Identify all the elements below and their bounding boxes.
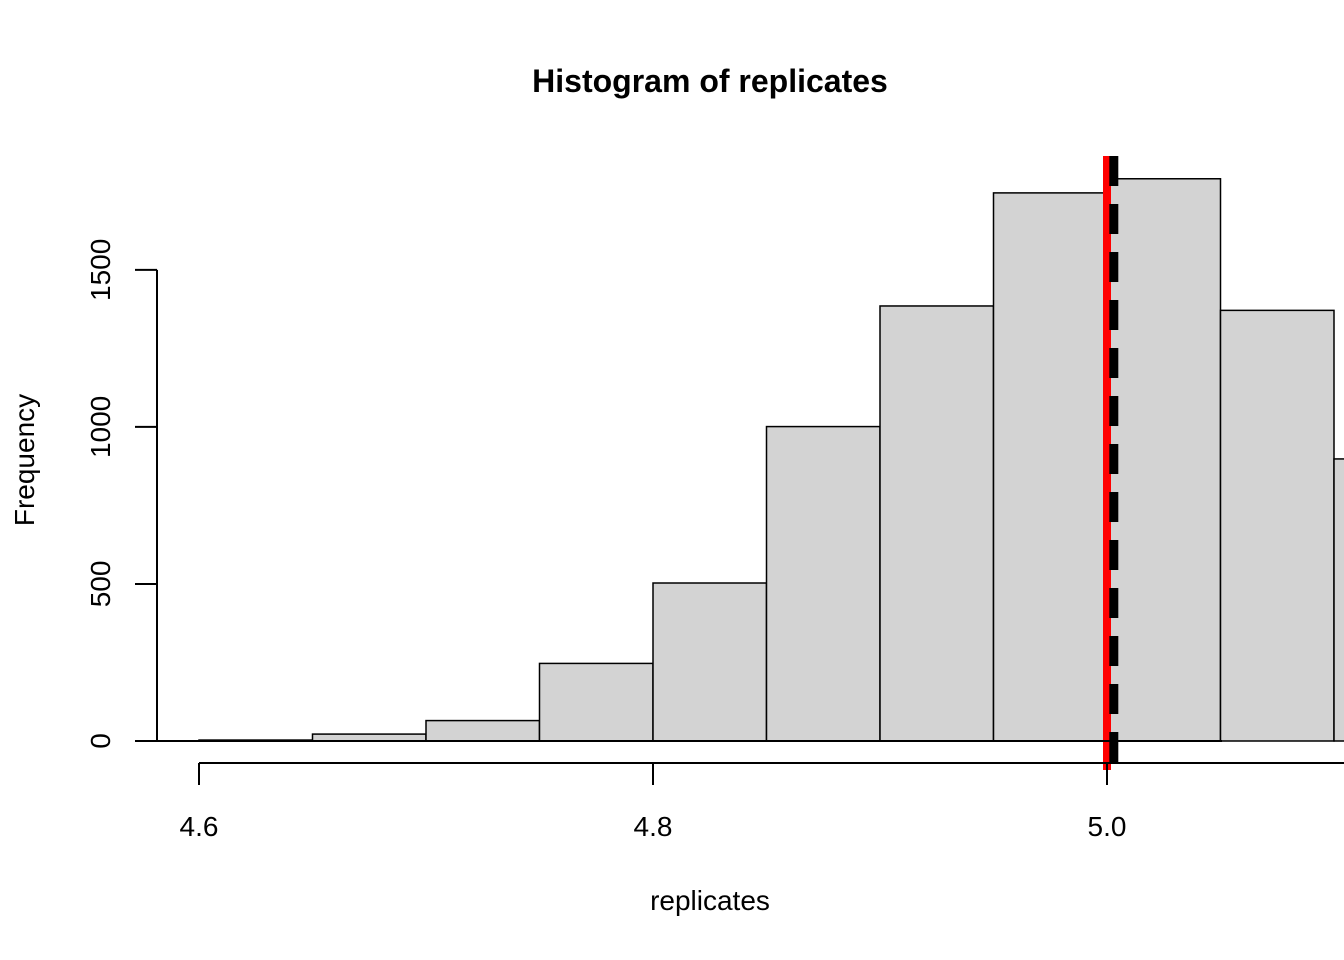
y-tick-label: 0 [85, 733, 116, 749]
histogram-bar [992, 192, 1108, 742]
bars-group [198, 178, 1344, 742]
histogram-bar [425, 719, 541, 742]
histogram-bar [1333, 458, 1344, 742]
histogram-bar [1219, 309, 1335, 742]
x-axis-label: replicates [650, 885, 770, 916]
x-tick-label: 4.8 [634, 811, 673, 842]
y-axis: 0 500 1000 1500 [85, 239, 158, 749]
x-axis: 4.64.85.05.25.4 [140, 740, 1344, 842]
histogram-bar [765, 425, 881, 742]
y-axis-label: Frequency [9, 394, 40, 526]
histogram-bar [538, 662, 654, 742]
histogram-bar [879, 305, 995, 742]
y-tick-label: 1500 [85, 239, 116, 301]
y-tick-label: 500 [85, 561, 116, 608]
x-tick-label: 4.6 [180, 811, 219, 842]
chart-title: Histogram of replicates [532, 63, 888, 99]
reference-lines-group [1103, 156, 1119, 770]
x-tick-label: 5.0 [1088, 811, 1127, 842]
histogram-bar [1106, 178, 1222, 742]
histogram-bar [652, 582, 768, 742]
histogram-bar [311, 733, 427, 742]
y-tick-label: 1000 [85, 396, 116, 458]
